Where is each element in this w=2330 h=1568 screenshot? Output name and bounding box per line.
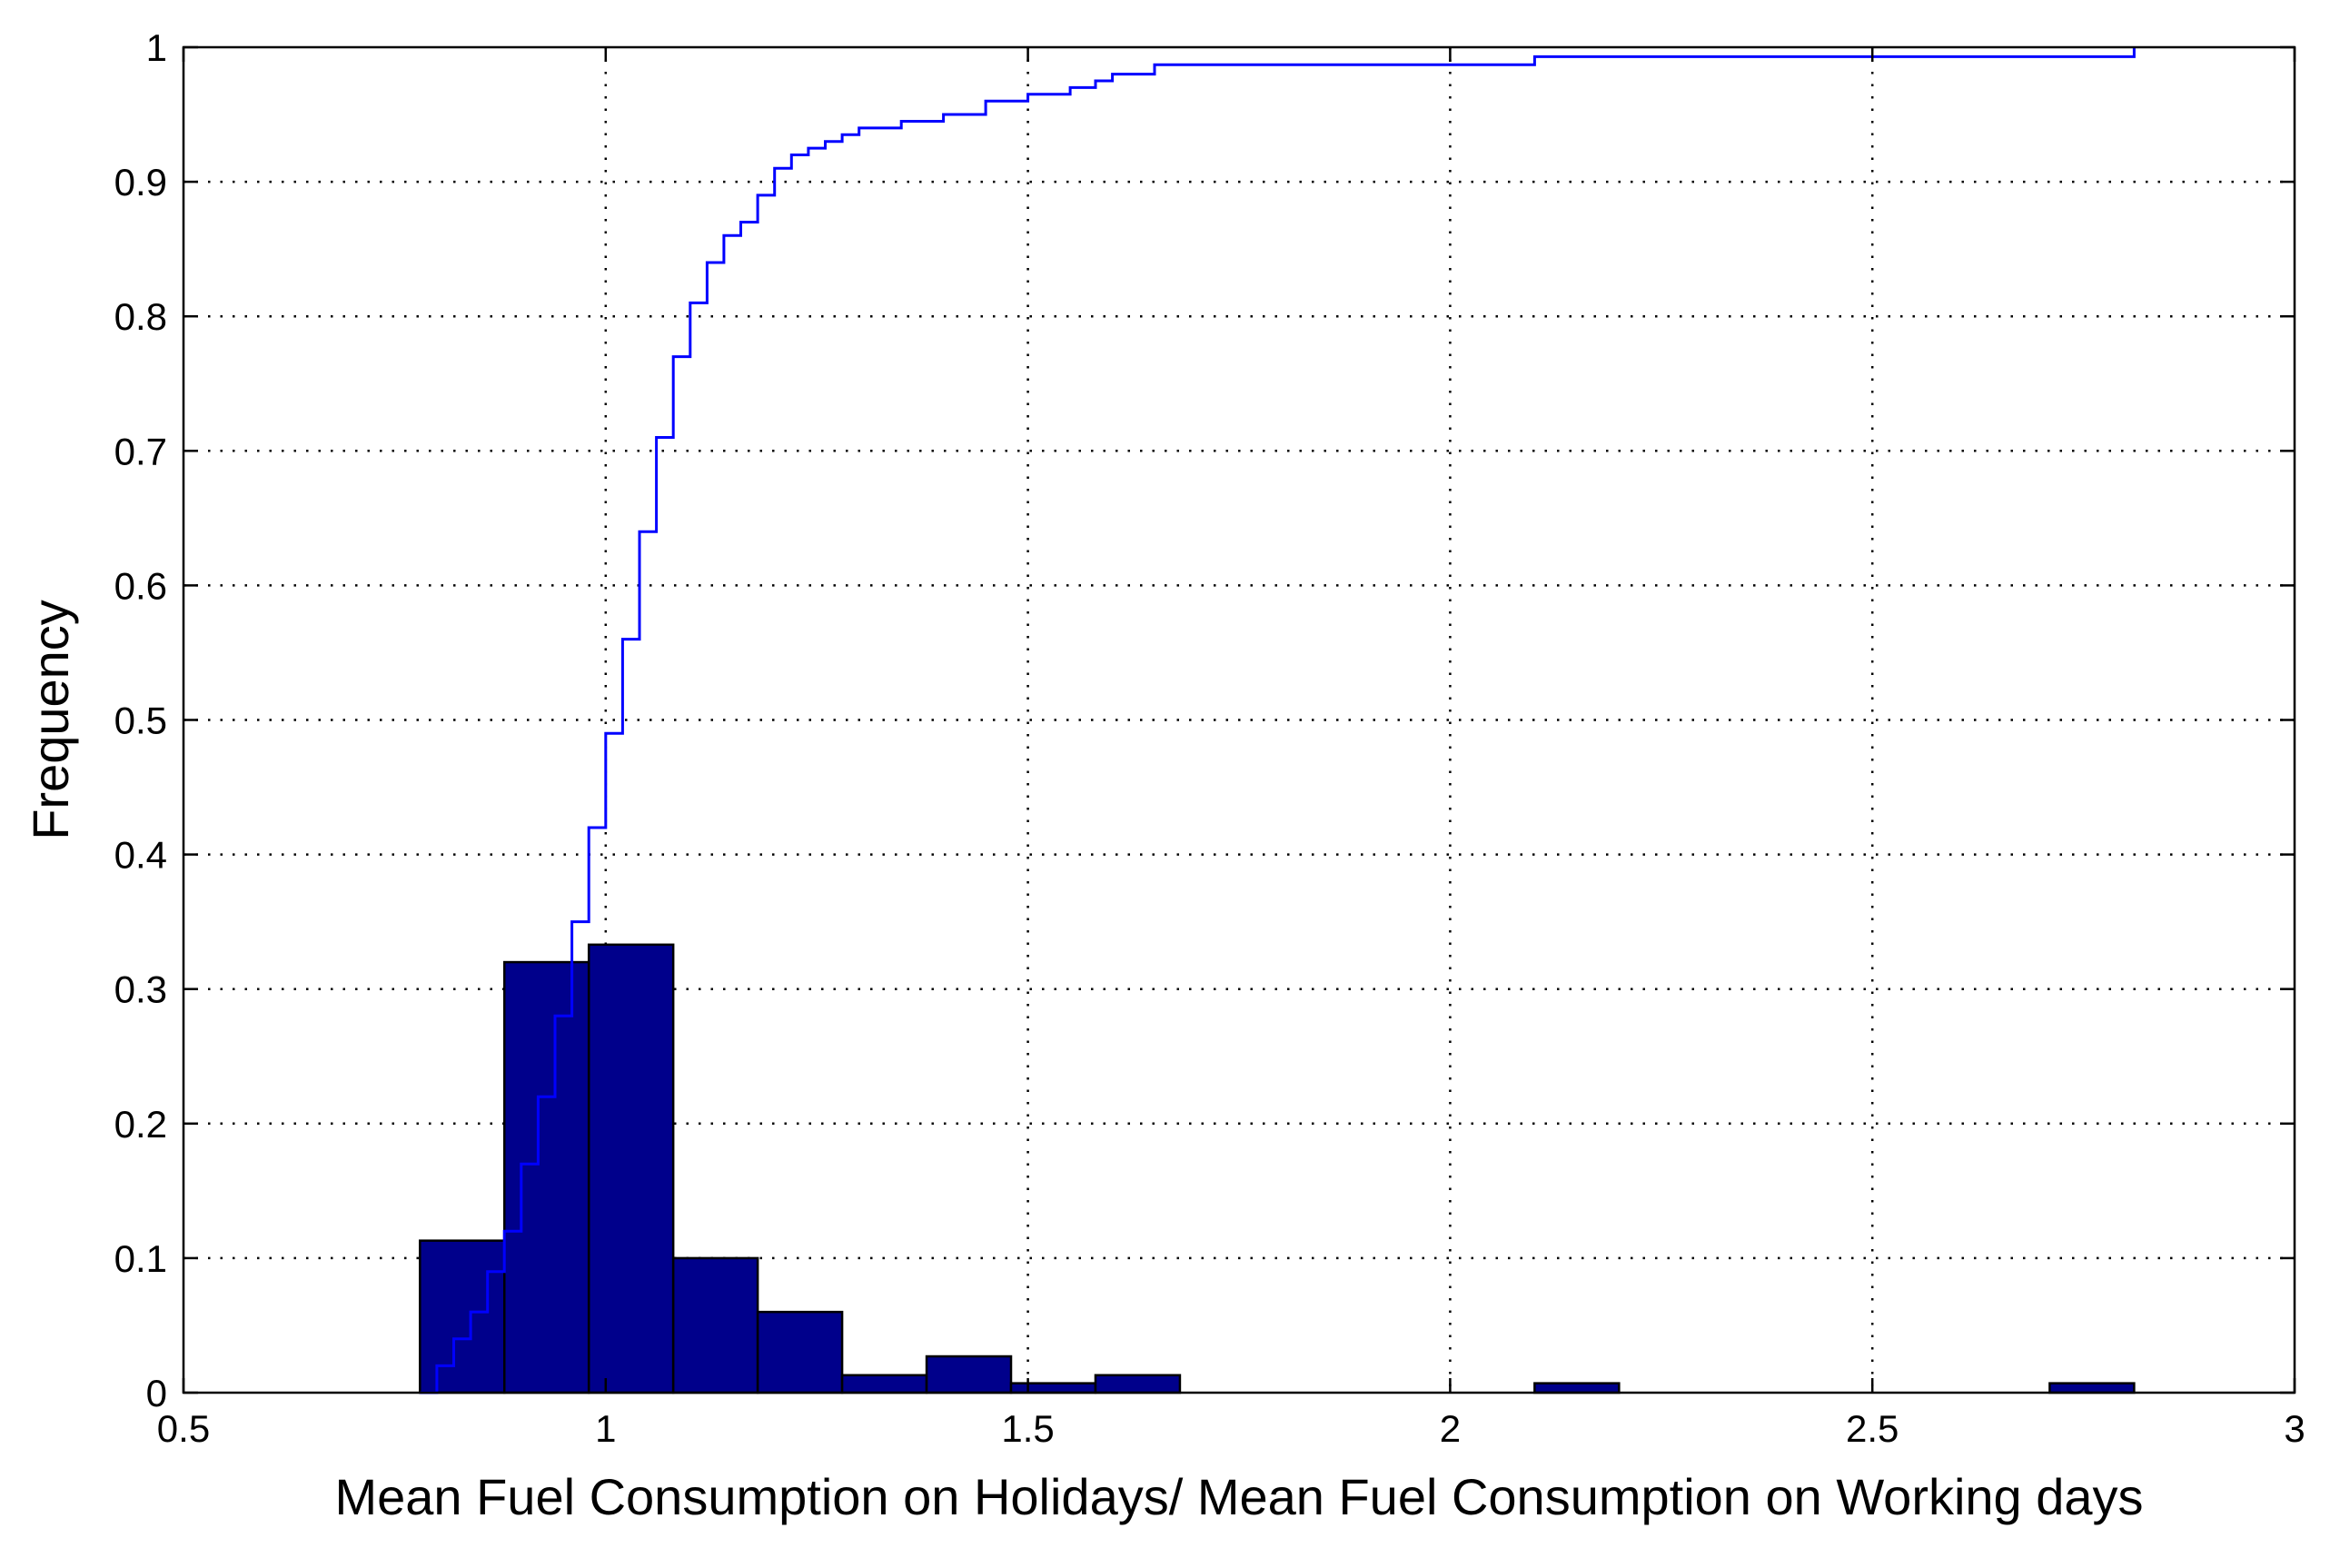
x-tick-label: 2 <box>1440 1407 1461 1450</box>
y-axis-label: Frequency <box>22 600 79 840</box>
histogram-bar <box>756 1310 844 1394</box>
x-axis-label: Mean Fuel Consumption on Holidays/ Mean … <box>334 1468 2143 1525</box>
y-tick-label: 0.1 <box>114 1237 167 1280</box>
histogram-bar <box>419 1239 506 1394</box>
y-tick-label: 0.2 <box>114 1103 167 1146</box>
y-tick-labels: 0 0.1 0.2 0.3 0.4 0.5 0.6 0.7 0.8 0.9 1 <box>114 26 167 1414</box>
y-tick-label: 0.7 <box>114 430 167 472</box>
histogram-bar <box>587 943 675 1394</box>
histogram-bar <box>840 1374 928 1394</box>
histogram-bar <box>1533 1382 1621 1394</box>
y-tick-label: 0 <box>146 1372 167 1414</box>
x-tick-label: 2.5 <box>1846 1407 1899 1450</box>
histogram-bar <box>671 1256 759 1394</box>
y-tick-label: 0.4 <box>114 834 167 877</box>
histogram-bar <box>502 960 590 1394</box>
grid-lines <box>183 47 2295 1393</box>
y-tick-label: 1 <box>146 26 167 69</box>
y-tick-label: 0.9 <box>114 161 167 203</box>
x-tick-label: 3 <box>2284 1407 2305 1450</box>
y-tick-label: 0.3 <box>114 968 167 1011</box>
cdf-line-group <box>420 47 2136 1394</box>
histogram-bar <box>2048 1382 2136 1394</box>
x-tick-label: 1 <box>595 1407 616 1450</box>
y-tick-label: 0.8 <box>114 295 167 338</box>
histogram-bars <box>419 943 2136 1394</box>
histogram-bar <box>1094 1374 1182 1394</box>
axis-ticks <box>182 45 2296 1394</box>
y-tick-label: 0.6 <box>114 564 167 607</box>
x-tick-labels: 0.5 1 1.5 2 2.5 3 <box>157 1407 2305 1450</box>
cdf-line <box>420 47 2136 1394</box>
x-tick-label: 1.5 <box>1001 1407 1054 1450</box>
histogram-bar <box>1009 1382 1097 1394</box>
y-tick-label: 0.5 <box>114 700 167 742</box>
x-tick-label: 0.5 <box>157 1407 210 1450</box>
histogram-bar <box>925 1355 1013 1394</box>
